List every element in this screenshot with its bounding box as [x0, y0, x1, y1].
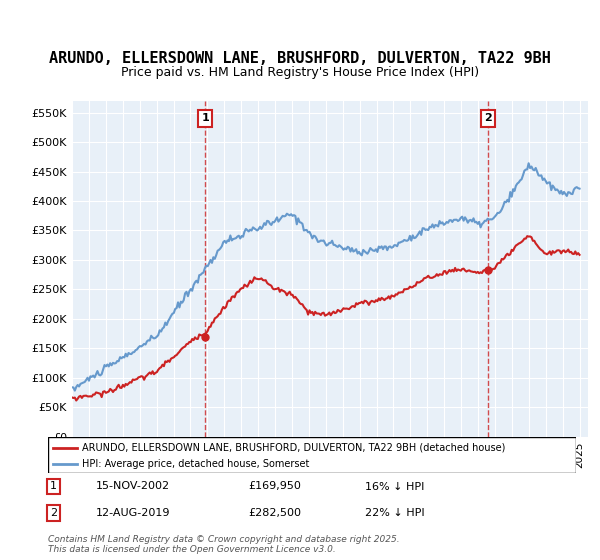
Text: HPI: Average price, detached house, Somerset: HPI: Average price, detached house, Some… — [82, 459, 310, 469]
FancyBboxPatch shape — [48, 437, 576, 473]
Text: 16% ↓ HPI: 16% ↓ HPI — [365, 482, 424, 492]
Text: 1: 1 — [50, 482, 57, 492]
Text: 2: 2 — [484, 114, 492, 124]
Text: 22% ↓ HPI: 22% ↓ HPI — [365, 508, 424, 518]
Text: £169,950: £169,950 — [248, 482, 302, 492]
Text: Price paid vs. HM Land Registry's House Price Index (HPI): Price paid vs. HM Land Registry's House … — [121, 66, 479, 80]
Text: ARUNDO, ELLERSDOWN LANE, BRUSHFORD, DULVERTON, TA22 9BH: ARUNDO, ELLERSDOWN LANE, BRUSHFORD, DULV… — [49, 52, 551, 66]
Text: Contains HM Land Registry data © Crown copyright and database right 2025.
This d: Contains HM Land Registry data © Crown c… — [48, 535, 400, 554]
Text: £282,500: £282,500 — [248, 508, 302, 518]
Text: 15-NOV-2002: 15-NOV-2002 — [95, 482, 170, 492]
Text: 12-AUG-2019: 12-AUG-2019 — [95, 508, 170, 518]
Text: 1: 1 — [201, 114, 209, 124]
Text: ARUNDO, ELLERSDOWN LANE, BRUSHFORD, DULVERTON, TA22 9BH (detached house): ARUNDO, ELLERSDOWN LANE, BRUSHFORD, DULV… — [82, 443, 506, 452]
Text: 2: 2 — [50, 508, 57, 518]
